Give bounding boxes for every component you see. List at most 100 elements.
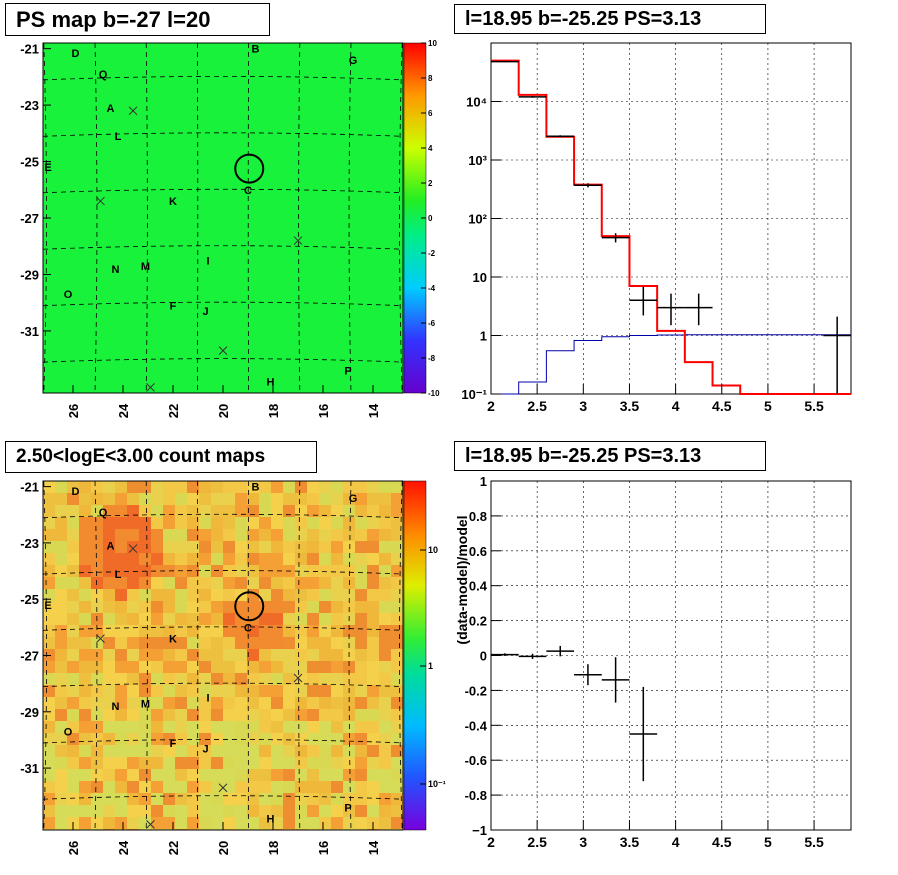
- count-map-pixel: [235, 565, 247, 577]
- count-map-pixel: [43, 781, 55, 793]
- count-map-pixel: [127, 625, 139, 637]
- count-map-pixel: [283, 553, 295, 565]
- count-map-pixel: [331, 517, 343, 529]
- count-map-pixel: [115, 541, 127, 553]
- count-map-pixel: [163, 733, 175, 745]
- count-map-pixel: [331, 529, 343, 541]
- count-map-pixel: [103, 601, 115, 613]
- count-map-pixel: [331, 805, 343, 817]
- count-map-pixel: [355, 685, 367, 697]
- count-map-pixel: [127, 589, 139, 601]
- count-map-pixel: [43, 817, 55, 829]
- count-map-pixel: [175, 697, 187, 709]
- count-map-pixel: [175, 481, 187, 493]
- count-map-pixel: [199, 733, 211, 745]
- count-map-pixel: [151, 649, 163, 661]
- count-map-pixel: [295, 613, 307, 625]
- count-map-pixel: [151, 721, 163, 733]
- count-map-pixel: [139, 745, 151, 757]
- count-map-pixel: [271, 805, 283, 817]
- count-map-pixel: [163, 745, 175, 757]
- count-map-pixel: [343, 565, 355, 577]
- count-map-pixel: [343, 817, 355, 829]
- count-map-pixel: [367, 637, 379, 649]
- count-map-pixel: [247, 721, 259, 733]
- count-map-y-ticks: -21 -23 -25 -27 -29 -31: [20, 480, 51, 776]
- count-map-pixel: [91, 781, 103, 793]
- count-map-pixel: [379, 757, 391, 769]
- count-map-pixel: [187, 553, 199, 565]
- count-map-pixel: [43, 565, 55, 577]
- spec-red-step-line: [491, 59, 851, 395]
- count-map-pixel: [259, 649, 271, 661]
- count-map-pixel: [283, 673, 295, 685]
- count-map-pixel: [67, 601, 79, 613]
- count-map-pixel: [319, 697, 331, 709]
- spectrum-y-tick-label: 10⁻¹: [461, 387, 487, 402]
- count-map-pixel: [211, 529, 223, 541]
- count-map-pixel: [151, 601, 163, 613]
- count-map-pixel: [199, 565, 211, 577]
- count-map-pixel: [103, 637, 115, 649]
- ps-map-plot-area: [43, 43, 403, 393]
- count-map-pixel: [163, 601, 175, 613]
- count-map-pixel: [55, 781, 67, 793]
- count-map-pixel: [199, 649, 211, 661]
- count-map-pixel: [211, 565, 223, 577]
- count-map-pixel: [223, 493, 235, 505]
- count-map-pixel: [247, 529, 259, 541]
- count-map-pixel: [295, 637, 307, 649]
- count-map-pixel: [55, 625, 67, 637]
- count-map-pixel: [331, 613, 343, 625]
- count-map-pixel: [115, 529, 127, 541]
- count-map-pixel: [163, 541, 175, 553]
- count-map-pixel: [271, 673, 283, 685]
- count-map-pixel: [79, 613, 91, 625]
- count-map-pixel: [55, 817, 67, 829]
- count-map-pixel: [79, 541, 91, 553]
- ps-grid-parallel: [42, 188, 404, 194]
- count-map-pixel: [259, 481, 271, 493]
- ps-grid-parallel: [42, 301, 404, 307]
- count-map-pixel: [307, 481, 319, 493]
- count-map-pixel: [307, 637, 319, 649]
- count-map-pixel: [271, 817, 283, 829]
- count-map-pixel: [379, 577, 391, 589]
- count-map-pixel: [67, 697, 79, 709]
- count-map-pixel: [199, 541, 211, 553]
- count-map-pixel: [283, 589, 295, 601]
- count-map-pixel: [247, 805, 259, 817]
- spec-blue-step-line: [491, 334, 851, 395]
- count-map-pixel: [319, 817, 331, 829]
- count-map-pixel: [355, 553, 367, 565]
- count-map-pixel: [271, 721, 283, 733]
- count-map-pixel: [319, 733, 331, 745]
- count-map-pixel: [259, 745, 271, 757]
- count-map-pixel: [103, 589, 115, 601]
- count-map-pixel: [331, 553, 343, 565]
- count-map-pixel: [139, 817, 151, 829]
- count-map-pixel: [199, 589, 211, 601]
- count-map-pixel: [79, 481, 91, 493]
- count-map-pixel: [343, 505, 355, 517]
- count-map-pixel: [139, 517, 151, 529]
- cnt-y-tick-label: -25: [20, 592, 39, 607]
- count-map-pixel: [91, 757, 103, 769]
- spectrum-panel: 2 2.5 3 3.5 4 4.5 5 5.5 10⁻¹ 1 10 10² 10³ 10⁴: [461, 42, 852, 414]
- count-map-pixel: [247, 817, 259, 829]
- count-map-pixel: [319, 505, 331, 517]
- cnt-grid-meridian: [298, 480, 301, 831]
- count-map-pixel: [43, 757, 55, 769]
- count-map-pixel: [379, 505, 391, 517]
- spectrum-x-tick-label: 3: [579, 398, 587, 414]
- count-map-pixel: [199, 637, 211, 649]
- count-map-pixel: [67, 745, 79, 757]
- residual-y-tick-label: -0.4: [465, 718, 488, 733]
- cnt-grid-parallel: [42, 795, 404, 800]
- count-map-pixel: [367, 625, 379, 637]
- count-map-pixel: [175, 709, 187, 721]
- count-map-pixel: [187, 493, 199, 505]
- count-map-pixel: [223, 517, 235, 529]
- count-map-pixel: [55, 577, 67, 589]
- count-map-pixel: [331, 577, 343, 589]
